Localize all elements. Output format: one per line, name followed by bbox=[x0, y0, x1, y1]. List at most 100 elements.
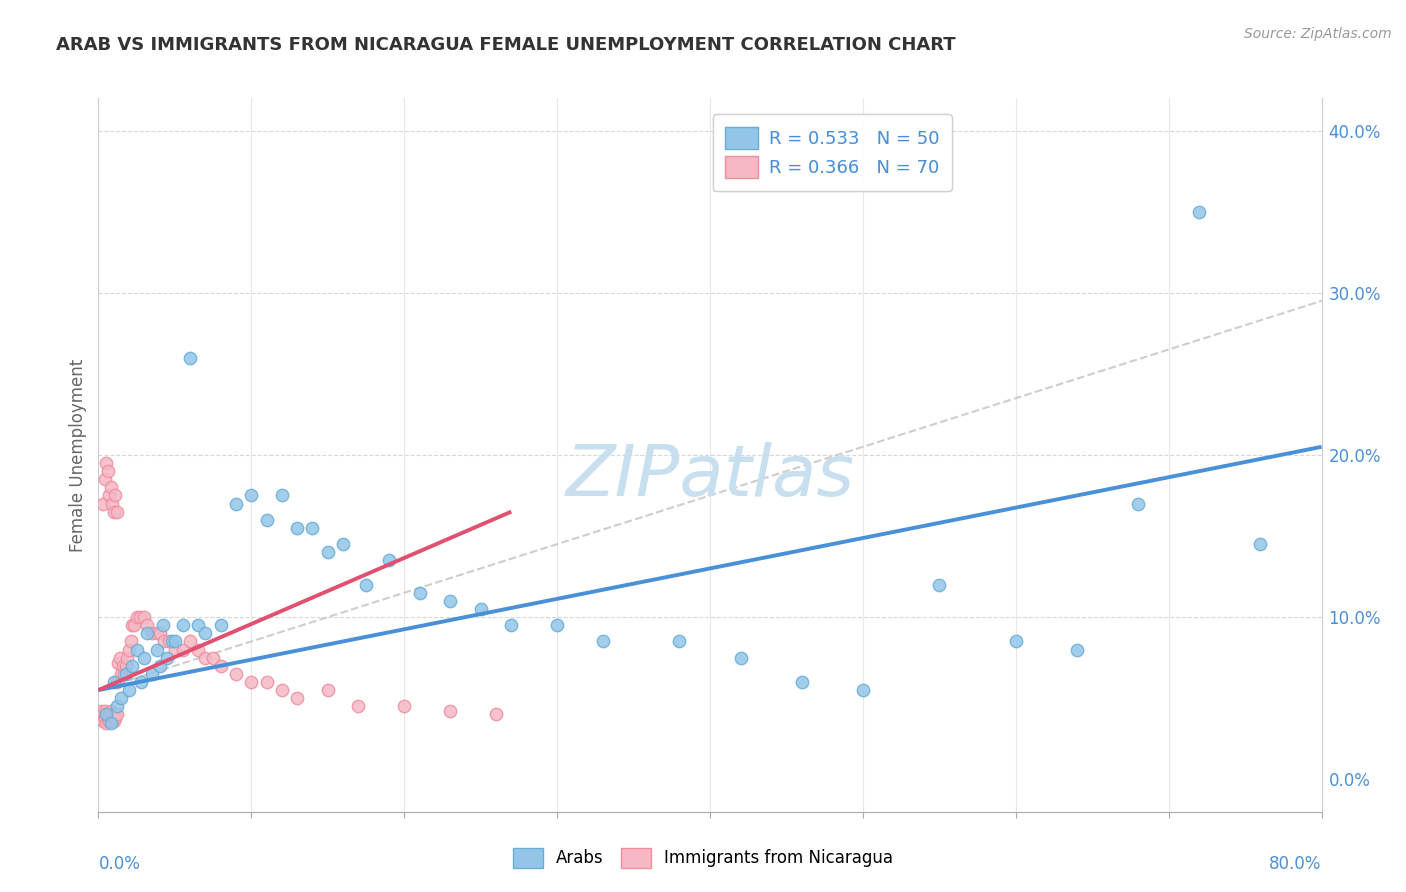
Point bbox=[187, 618, 209, 632]
Point bbox=[104, 711, 127, 725]
Point bbox=[546, 618, 568, 632]
Point bbox=[179, 634, 201, 648]
Point bbox=[240, 488, 263, 502]
Point bbox=[105, 505, 128, 519]
Point bbox=[172, 618, 194, 632]
Point bbox=[225, 497, 247, 511]
Point bbox=[122, 618, 145, 632]
Point bbox=[125, 610, 148, 624]
Point bbox=[90, 711, 112, 725]
Point bbox=[94, 707, 117, 722]
Point bbox=[145, 626, 167, 640]
Point bbox=[172, 642, 194, 657]
Point bbox=[485, 707, 508, 722]
Point bbox=[128, 610, 150, 624]
Point bbox=[347, 699, 370, 714]
Point bbox=[1188, 204, 1211, 219]
Point bbox=[202, 650, 225, 665]
Point bbox=[163, 634, 186, 648]
Point bbox=[125, 642, 148, 657]
Point bbox=[470, 602, 492, 616]
Point bbox=[105, 699, 128, 714]
Point bbox=[98, 707, 121, 722]
Point bbox=[118, 642, 141, 657]
Point bbox=[100, 715, 122, 730]
Point bbox=[209, 658, 232, 673]
Point bbox=[89, 707, 111, 722]
Point bbox=[316, 545, 339, 559]
Point bbox=[392, 699, 416, 714]
Point bbox=[194, 650, 217, 665]
Point bbox=[104, 488, 127, 502]
Point bbox=[285, 521, 308, 535]
Point bbox=[240, 675, 263, 690]
Point bbox=[1128, 497, 1150, 511]
Point bbox=[316, 683, 339, 698]
Point bbox=[149, 626, 172, 640]
Point bbox=[94, 456, 117, 470]
Point bbox=[928, 577, 950, 591]
Point bbox=[98, 714, 121, 728]
Point bbox=[90, 704, 112, 718]
Point bbox=[141, 666, 163, 681]
Point bbox=[301, 521, 323, 535]
Point bbox=[134, 650, 156, 665]
Point bbox=[118, 683, 141, 698]
Point bbox=[103, 714, 125, 728]
Point bbox=[103, 505, 125, 519]
Point bbox=[112, 666, 135, 681]
Point bbox=[97, 464, 120, 478]
Point bbox=[120, 634, 142, 648]
Point bbox=[121, 618, 143, 632]
Point bbox=[103, 675, 125, 690]
Point bbox=[105, 675, 128, 690]
Point bbox=[270, 683, 292, 698]
Point bbox=[100, 711, 122, 725]
Point bbox=[194, 626, 217, 640]
Point bbox=[152, 618, 174, 632]
Point bbox=[98, 488, 121, 502]
Point bbox=[209, 618, 232, 632]
Point bbox=[1249, 537, 1271, 551]
Point bbox=[110, 666, 132, 681]
Point bbox=[129, 675, 152, 690]
Point bbox=[100, 704, 122, 718]
Point bbox=[115, 666, 138, 681]
Point bbox=[91, 497, 114, 511]
Point bbox=[270, 488, 292, 502]
Text: ARAB VS IMMIGRANTS FROM NICARAGUA FEMALE UNEMPLOYMENT CORRELATION CHART: ARAB VS IMMIGRANTS FROM NICARAGUA FEMALE… bbox=[56, 36, 956, 54]
Point bbox=[354, 577, 377, 591]
Point bbox=[110, 691, 132, 706]
Point bbox=[145, 642, 167, 657]
Legend: Arabs, Immigrants from Nicaragua: Arabs, Immigrants from Nicaragua bbox=[506, 841, 900, 875]
Point bbox=[100, 480, 122, 494]
Point bbox=[156, 650, 179, 665]
Point bbox=[111, 658, 134, 673]
Point bbox=[136, 618, 159, 632]
Point bbox=[141, 626, 163, 640]
Point bbox=[408, 586, 430, 600]
Point bbox=[439, 704, 461, 718]
Point bbox=[134, 610, 156, 624]
Y-axis label: Female Unemployment: Female Unemployment bbox=[69, 359, 87, 551]
Point bbox=[163, 642, 186, 657]
Point bbox=[101, 711, 124, 725]
Point bbox=[93, 472, 115, 486]
Point bbox=[104, 707, 127, 722]
Point bbox=[94, 715, 117, 730]
Point bbox=[592, 634, 614, 648]
Point bbox=[94, 707, 117, 722]
Text: ZIPatlas: ZIPatlas bbox=[565, 442, 855, 511]
Point bbox=[136, 626, 159, 640]
Point bbox=[187, 642, 209, 657]
Point bbox=[852, 683, 875, 698]
Point bbox=[668, 634, 690, 648]
Point bbox=[378, 553, 401, 567]
Point bbox=[107, 656, 129, 670]
Point bbox=[157, 634, 180, 648]
Point bbox=[101, 707, 124, 722]
Point bbox=[1004, 634, 1026, 648]
Point bbox=[121, 658, 143, 673]
Point bbox=[93, 711, 115, 725]
Point bbox=[91, 714, 114, 728]
